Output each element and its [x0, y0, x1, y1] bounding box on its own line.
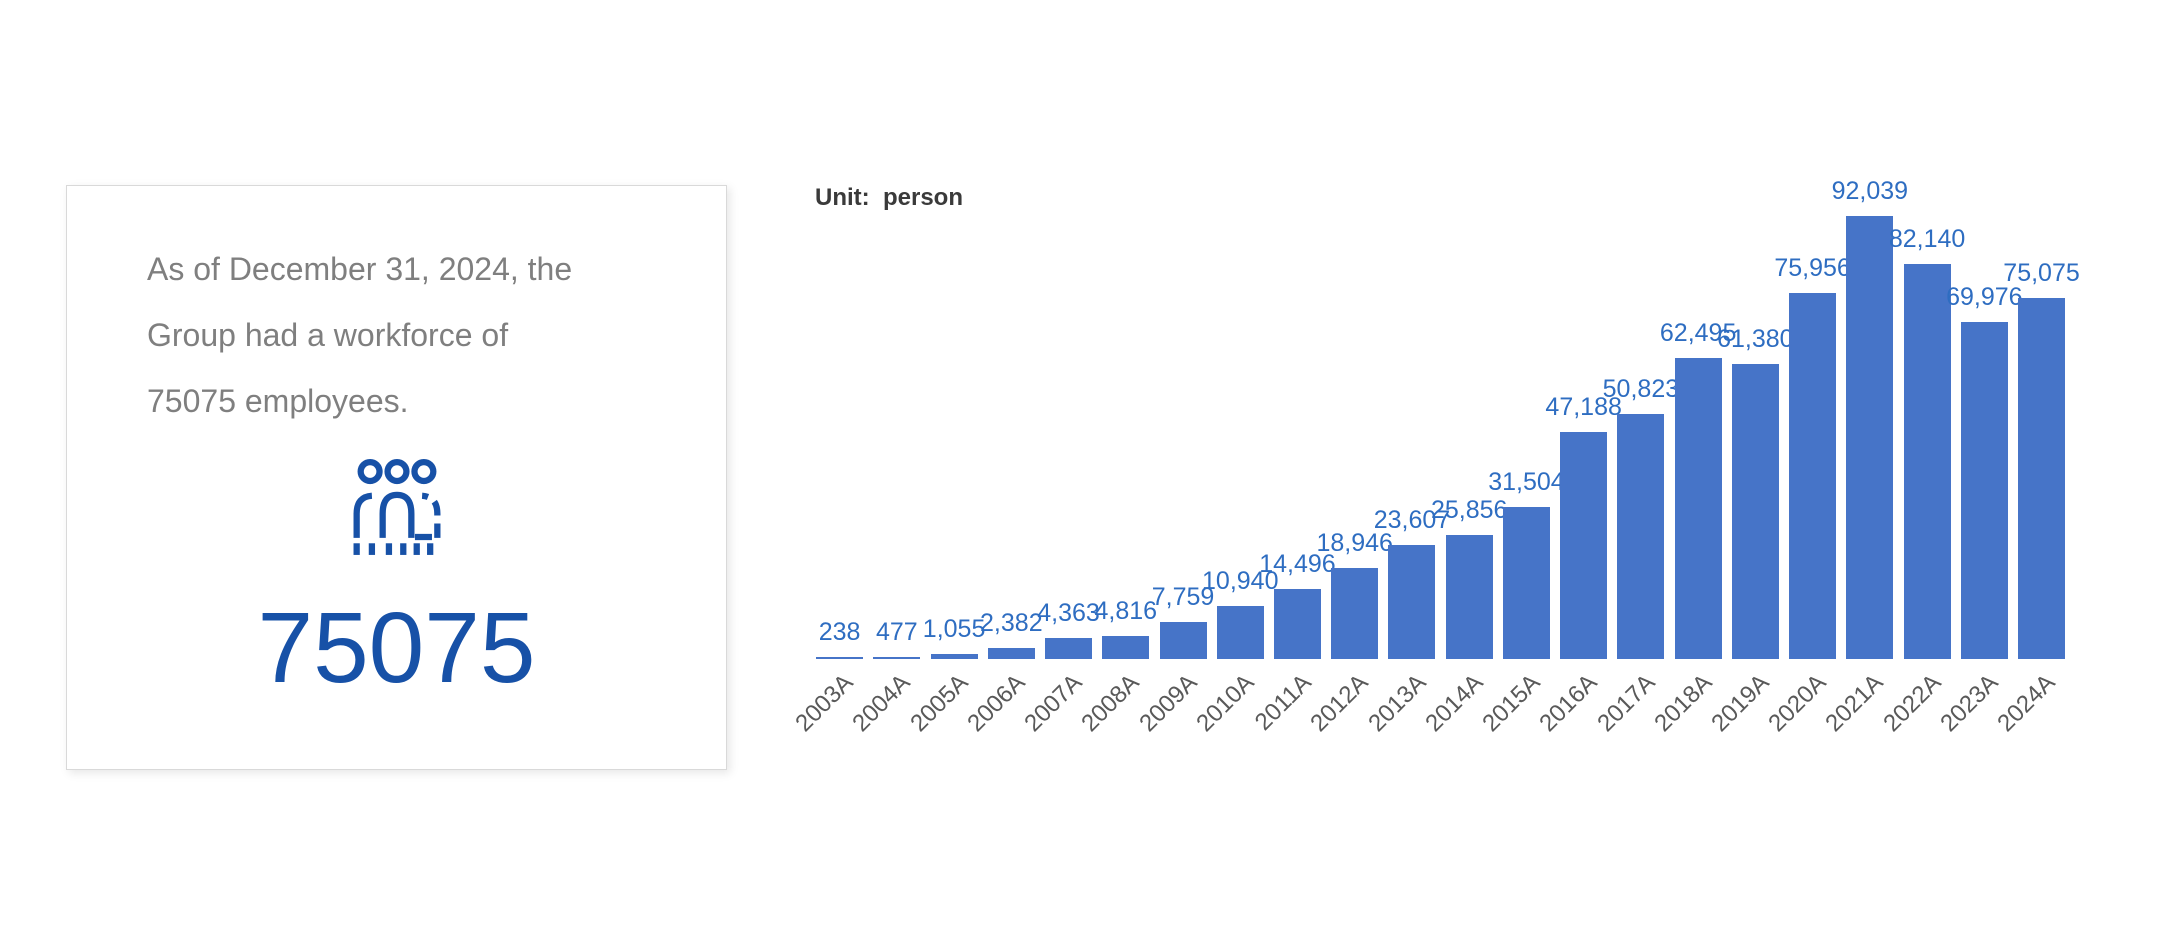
bar-2021A[interactable]: [1846, 216, 1894, 659]
bar-value-label-2011A: 14,496: [1259, 550, 1336, 578]
x-axis-label-2020A: 2020A: [1763, 669, 1832, 738]
x-axis-label-2013A: 2013A: [1362, 669, 1432, 738]
x-axis-label-2019A: 2019A: [1706, 669, 1775, 738]
x-axis-label-2022A: 2022A: [1878, 669, 1947, 738]
x-axis-label-2003A: 2003A: [790, 669, 859, 738]
bar-value-label-2020A: 75,956: [1774, 254, 1851, 282]
bar-value-label-2013A: 23,607: [1373, 506, 1451, 534]
bar-2012A[interactable]: [1331, 568, 1379, 659]
bar-slot-2013A: 23,607 2013A: [1363, 216, 1450, 737]
x-axis-label-2024A: 2024A: [1992, 669, 2061, 738]
x-axis-label-2014A: 2014A: [1420, 669, 1489, 738]
x-axis-label-2021A: 2021A: [1820, 669, 1889, 738]
bar-2019A[interactable]: [1731, 364, 1779, 659]
bar-slot-2016A: 47,188 2016A: [1535, 216, 1622, 737]
bar-2011A[interactable]: [1273, 589, 1321, 659]
bar-2007A[interactable]: [1045, 638, 1093, 659]
bar-2018A[interactable]: [1674, 358, 1722, 659]
bar-value-label-2017A: 50,823: [1602, 375, 1680, 403]
bar-value-label-2006A: 2,382: [980, 609, 1043, 637]
bar-2014A[interactable]: [1445, 535, 1493, 659]
bar-2022A[interactable]: [1903, 264, 1951, 659]
x-axis-label-2012A: 2012A: [1305, 669, 1374, 738]
bar-2010A[interactable]: [1216, 606, 1264, 659]
x-axis-label-2015A: 2015A: [1477, 669, 1546, 738]
bar-slot-2024A: 75,075 2024A: [1992, 216, 2079, 737]
bar-slot-2008A: 4,816 2008A: [1077, 216, 1157, 737]
bar-value-label-2007A: 4,363: [1037, 599, 1100, 627]
bar-slot-2004A: 477 2004A: [848, 216, 925, 737]
people-icon: [67, 458, 726, 564]
workforce-summary-text: As of December 31, 2024, the Group had a…: [147, 251, 573, 419]
bar-2005A[interactable]: [930, 654, 978, 659]
bar-slot-2021A: 92,039 2021A: [1821, 177, 1908, 737]
bar-slot-2009A: 7,759 2009A: [1134, 216, 1214, 737]
bar-value-label-2024A: 75,075: [2003, 259, 2080, 287]
x-axis-label-2004A: 2004A: [847, 669, 916, 738]
x-axis-label-2016A: 2016A: [1534, 669, 1603, 738]
workforce-count: 75075: [257, 592, 536, 704]
x-axis-label-2007A: 2007A: [1019, 669, 1088, 738]
bar-slot-2022A: 82,140 2022A: [1878, 216, 1965, 737]
bar-2008A[interactable]: [1102, 636, 1150, 659]
person-head-left: [357, 459, 383, 485]
bar-2006A[interactable]: [987, 648, 1035, 659]
unit-label: Unit: person: [815, 184, 963, 211]
bar-2009A[interactable]: [1159, 622, 1207, 659]
bar-slot-2018A: 62,495 2018A: [1649, 216, 1736, 737]
bar-2013A[interactable]: [1388, 545, 1436, 659]
bar-slot-2023A: 69,976 2023A: [1935, 216, 2022, 737]
bar-value-label-2022A: 82,140: [1888, 225, 1966, 253]
bar-value-label-2008A: 4,816: [1094, 597, 1158, 625]
bar-slot-2006A: 2,382 2006A: [962, 216, 1043, 737]
bar-2003A[interactable]: [816, 657, 864, 659]
bar-value-label-2018A: 62,495: [1659, 319, 1737, 347]
person-head-right: [410, 459, 436, 485]
bar-slot-2012A: 18,946 2012A: [1306, 216, 1393, 737]
x-axis-label-2008A: 2008A: [1076, 669, 1145, 738]
bar-2017A[interactable]: [1617, 414, 1665, 659]
bar-value-label-2014A: 25,856: [1430, 496, 1508, 524]
bar-2023A[interactable]: [1960, 322, 2008, 659]
workforce-summary-card: As of December 31, 2024, the Group had a…: [66, 185, 727, 770]
bar-2020A[interactable]: [1789, 293, 1837, 659]
workforce-chart: Unit: person 238 2003A 477 2004A 1,055 2005A 2…: [791, 177, 2121, 792]
bar-value-label-2021A: 92,039: [1831, 177, 1909, 205]
bar-slot-2020A: 75,956 2020A: [1764, 216, 1851, 737]
bar-plot: 238 2003A 477 2004A 1,055 2005A 2,382 2006A 4,36…: [791, 177, 2080, 737]
bar-slot-2015A: 31,504 2015A: [1477, 216, 1564, 737]
bar-value-label-2003A: 238: [818, 618, 861, 646]
bar-2024A[interactable]: [2018, 298, 2066, 659]
bar-slot-2014A: 25,856 2014A: [1420, 216, 1507, 737]
bar-2004A[interactable]: [873, 657, 921, 659]
bar-slot-2007A: 4,363 2007A: [1019, 216, 1100, 737]
bar-value-label-2016A: 47,188: [1545, 393, 1622, 421]
bar-value-label-2012A: 18,946: [1316, 529, 1393, 557]
bar-2015A[interactable]: [1502, 507, 1550, 659]
x-axis-label-2010A: 2010A: [1191, 669, 1260, 738]
bar-slot-2005A: 1,055 2005A: [905, 216, 985, 737]
bar-value-label-2019A: 61,380: [1717, 325, 1794, 353]
bar-slot-2010A: 10,940 2010A: [1191, 216, 1278, 737]
bar-slot-2019A: 61,380 2019A: [1706, 216, 1793, 737]
bar-value-label-2009A: 7,759: [1151, 583, 1215, 611]
bar-value-label-2005A: 1,055: [922, 615, 986, 643]
x-axis-label-2005A: 2005A: [905, 669, 974, 738]
x-axis-label-2017A: 2017A: [1591, 669, 1660, 738]
bar-2016A[interactable]: [1560, 432, 1608, 659]
bar-slot-2017A: 50,823 2017A: [1592, 216, 1679, 737]
x-axis-label-2006A: 2006A: [962, 669, 1031, 738]
person-head-center: [383, 459, 410, 485]
x-axis-label-2018A: 2018A: [1649, 669, 1718, 738]
bar-slot-2011A: 14,496 2011A: [1250, 216, 1336, 736]
bar-value-label-2010A: 10,940: [1202, 567, 1279, 595]
bar-value-label-2015A: 31,504: [1488, 468, 1565, 496]
bar-value-label-2004A: 477: [875, 618, 918, 646]
x-axis-label-2011A: 2011A: [1249, 669, 1317, 736]
bar-slot-2003A: 238 2003A: [791, 216, 868, 737]
x-axis-label-2009A: 2009A: [1133, 669, 1203, 738]
x-axis-label-2023A: 2023A: [1935, 669, 2004, 738]
bar-value-label-2023A: 69,976: [1946, 283, 2023, 311]
